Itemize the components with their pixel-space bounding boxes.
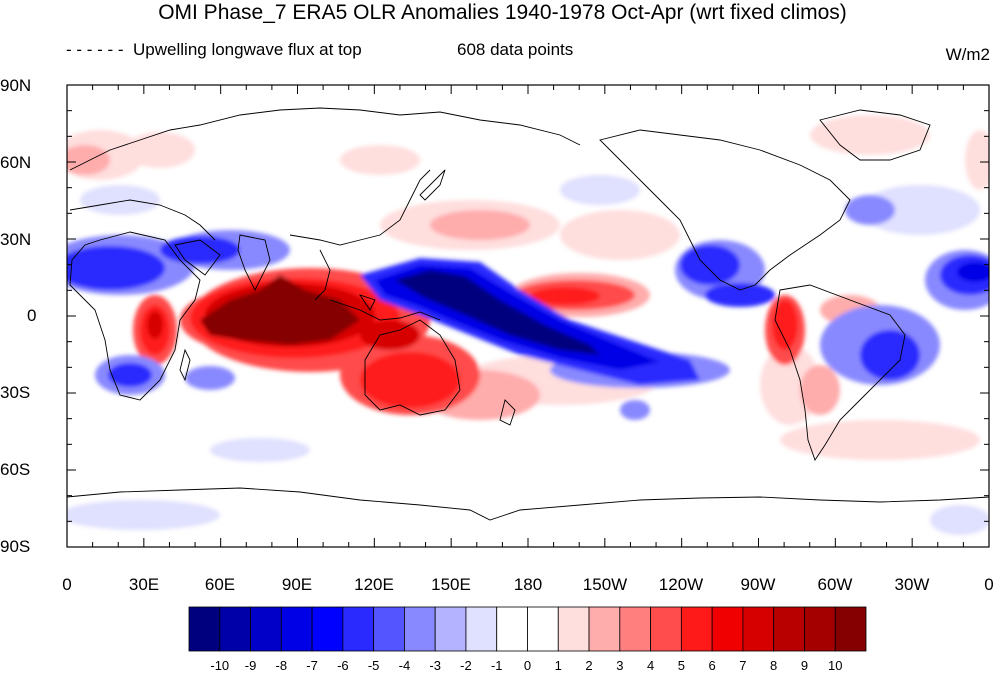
x-tick-label: 150W (582, 575, 628, 594)
y-tick-label: 90N (0, 76, 32, 95)
colorbar-label: -2 (460, 658, 472, 673)
colorbar-label: -10 (210, 658, 230, 673)
colorbar-swatch (280, 606, 313, 652)
negative-anomaly-light (67, 175, 989, 535)
positive-anomaly-max (200, 275, 360, 345)
colorbar-swatch (373, 606, 405, 652)
y-tick-label: 30N (0, 230, 32, 249)
negative-anomaly-max (395, 270, 600, 355)
colorbar-swatch (711, 606, 744, 652)
colorbar-swatch (834, 606, 867, 652)
colorbar-swatch (250, 606, 282, 652)
x-tick-label: 30W (894, 575, 930, 594)
y-tick-label: 60N (0, 153, 32, 172)
units-label: W/m2 (945, 45, 990, 64)
x-tick-label: 0 (984, 575, 994, 594)
colorbar-label: -5 (367, 658, 380, 673)
colorbar-label: 4 (646, 658, 655, 673)
colorbar-label: 10 (827, 658, 843, 673)
colorbar-label: 7 (739, 658, 747, 673)
x-tick-label: 30E (128, 575, 160, 594)
variable-description: - - - - - - Upwelling longwave flux at t… (66, 40, 362, 59)
colorbar-swatch (680, 606, 713, 652)
colorbar-swatch (619, 606, 651, 652)
anomaly-field (67, 115, 989, 535)
colorbar-swatch (434, 606, 467, 652)
colorbar-swatch (219, 606, 251, 652)
colorbar-label: 8 (770, 658, 778, 673)
colorbar-label: 6 (708, 658, 716, 673)
coastlines (67, 107, 989, 521)
colorbar-swatch (588, 606, 621, 652)
colorbar-label: -1 (490, 658, 503, 673)
colorbar-label: 9 (800, 658, 809, 673)
colorbar-swatch (404, 606, 436, 652)
x-tick-label: 60E (204, 575, 236, 594)
y-tick-label: 30S (0, 383, 31, 402)
colorbar-label: -8 (275, 658, 288, 673)
x-tick-label: 120W (658, 575, 704, 594)
x-tick-label: 0 (62, 575, 72, 594)
y-tick-label: 0 (27, 306, 37, 325)
x-tick-label: 60W (817, 575, 853, 594)
colorbar-label: 2 (585, 658, 593, 673)
axis-ticks (66, 84, 990, 548)
colorbar-swatch (311, 606, 344, 652)
colorbar-swatch (650, 606, 682, 652)
colorbar-label: -3 (429, 658, 441, 673)
colorbar-swatch (773, 606, 805, 652)
colorbar-label: 5 (677, 658, 685, 673)
colorbar-swatch (465, 606, 498, 652)
x-tick-label: 120E (354, 575, 394, 594)
colorbar-swatch (804, 606, 836, 652)
x-tick-label: 90W (740, 575, 776, 594)
colorbar-label: -9 (244, 658, 257, 673)
colorbar-label: -6 (337, 658, 349, 673)
colorbar (188, 606, 867, 652)
colorbar-label: 0 (523, 658, 532, 673)
y-tick-label: 60S (0, 460, 31, 479)
data-points-label: 608 data points (457, 40, 574, 59)
colorbar-swatch (557, 606, 590, 652)
colorbar-label: 1 (554, 658, 562, 673)
colorbar-swatch (342, 606, 375, 652)
colorbar-swatch (188, 606, 221, 652)
colorbar-label: -7 (306, 658, 318, 673)
x-tick-label: 150E (431, 575, 471, 594)
colorbar-label: 3 (616, 658, 624, 673)
x-tick-label: 180 (513, 575, 543, 594)
colorbar-swatch (527, 606, 559, 652)
y-tick-label: 90S (0, 537, 31, 556)
x-tick-label: 90E (281, 575, 313, 594)
colorbar-swatch (496, 606, 528, 652)
colorbar-swatch (742, 606, 775, 652)
map-title: OMI Phase_7 ERA5 OLR Anomalies 1940-1978… (158, 1, 847, 24)
colorbar-label: -4 (398, 658, 411, 673)
